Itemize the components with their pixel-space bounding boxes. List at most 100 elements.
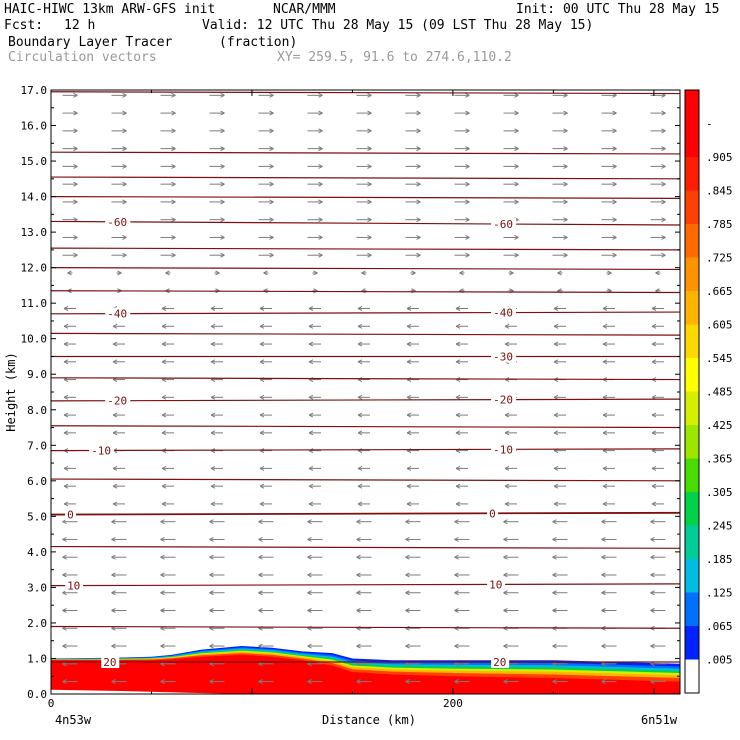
circulation-vector: [601, 199, 617, 205]
circulation-vector: [602, 412, 615, 418]
isotherm-line: [51, 425, 680, 429]
y-tick-label: 17.0: [21, 84, 48, 97]
circulation-vector: [410, 270, 416, 276]
circulation-vector: [307, 146, 323, 152]
circulation-vector: [209, 643, 225, 649]
y-tick-label: 4.0: [27, 546, 47, 559]
vector-label: Circulation vectors: [8, 50, 157, 65]
circulation-vector: [454, 163, 470, 169]
circulation-vector: [209, 92, 225, 98]
circulation-vector: [552, 181, 568, 187]
circulation-vector: [552, 536, 568, 542]
circulation-vector: [111, 679, 127, 685]
circulation-vector: [405, 252, 421, 258]
circulation-vector: [650, 536, 666, 542]
contour-label: 20: [103, 656, 116, 669]
circulation-vector: [405, 199, 421, 205]
contour-label: -60: [107, 216, 127, 229]
circulation-vector: [553, 483, 566, 489]
circulation-vector: [160, 572, 176, 578]
circulation-vector: [602, 483, 615, 489]
circulation-vector: [503, 252, 519, 258]
circulation-vector: [62, 679, 78, 685]
circulation-vector: [601, 163, 617, 169]
circulation-vector: [258, 590, 274, 596]
circulation-vector: [307, 554, 323, 560]
colorbar-swatch: [685, 358, 699, 392]
colorbar-label: .005: [706, 654, 733, 667]
xy-coordinates: XY= 259.5, 91.6 to 274.6,110.2: [277, 50, 512, 65]
colorbar-label: .185: [706, 553, 733, 566]
circulation-vector: [651, 430, 664, 436]
circulation-vector: [307, 163, 323, 169]
colorbar-label: .905: [706, 151, 733, 164]
x-axis-label: Distance (km): [322, 713, 416, 727]
circulation-vector: [503, 536, 519, 542]
circulation-vector: [602, 430, 615, 436]
circulation-vector: [602, 359, 615, 365]
circulation-vector: [111, 536, 127, 542]
circulation-vector: [552, 643, 568, 649]
circulation-vector: [258, 519, 274, 525]
circulation-vector: [361, 270, 367, 276]
circulation-vector: [258, 128, 274, 134]
colorbar-swatch: [685, 592, 699, 627]
circulation-vector: [209, 199, 225, 205]
circulation-vector: [160, 643, 176, 649]
circulation-vector: [307, 679, 323, 685]
circulation-vector: [602, 465, 615, 471]
circulation-vector: [160, 679, 176, 685]
circulation-vector: [356, 608, 372, 613]
circulation-vector: [259, 430, 272, 436]
circulation-vector: [655, 270, 661, 276]
circulation-vector: [160, 554, 176, 560]
circulation-vector: [503, 554, 519, 560]
circulation-vector: [503, 181, 519, 187]
circulation-vector: [454, 181, 470, 187]
circulation-vector: [454, 643, 470, 649]
colorbar-swatch: [685, 391, 699, 426]
circulation-vector: [210, 412, 223, 418]
circulation-vector: [552, 217, 568, 223]
circulation-vector: [405, 181, 421, 187]
circulation-vector: [209, 536, 225, 542]
circulation-vector: [259, 306, 272, 311]
circulation-vector: [307, 181, 323, 187]
circulation-vector: [650, 590, 666, 596]
circulation-vector: [357, 323, 370, 329]
circulation-vector: [356, 92, 372, 98]
circulation-vector: [503, 234, 519, 240]
circulation-vector: [650, 679, 666, 685]
tracer-core: [51, 654, 680, 694]
circulation-vector: [357, 341, 370, 347]
colorbar-label: .065: [706, 620, 733, 633]
isotherm-line: [51, 91, 680, 95]
contour-label: -40: [107, 308, 127, 321]
circulation-vector: [308, 412, 321, 418]
circulation-vector: [406, 341, 419, 347]
circulation-vector: [112, 359, 125, 365]
circulation-vector: [601, 536, 617, 542]
contour-label: -10: [91, 445, 111, 458]
y-tick-label: 13.0: [21, 226, 48, 239]
colorbar-swatch: [685, 492, 699, 526]
circulation-vector: [209, 608, 225, 613]
circulation-vector: [63, 430, 76, 436]
circulation-vector: [209, 679, 225, 685]
circulation-vector: [406, 359, 419, 365]
circulation-vector: [601, 608, 617, 613]
circulation-vector: [259, 394, 272, 400]
circulation-vector: [259, 359, 272, 365]
circulation-vector: [651, 465, 664, 471]
circulation-vector: [62, 163, 78, 169]
circulation-vector: [406, 306, 419, 311]
isotherm-line: [51, 195, 680, 199]
circulation-vector: [356, 234, 372, 240]
circulation-vector: [357, 430, 370, 436]
circulation-vector: [111, 110, 127, 116]
circulation-vector: [160, 234, 176, 240]
circulation-vector: [357, 359, 370, 365]
circulation-vector: [552, 590, 568, 596]
circulation-vector: [552, 554, 568, 560]
